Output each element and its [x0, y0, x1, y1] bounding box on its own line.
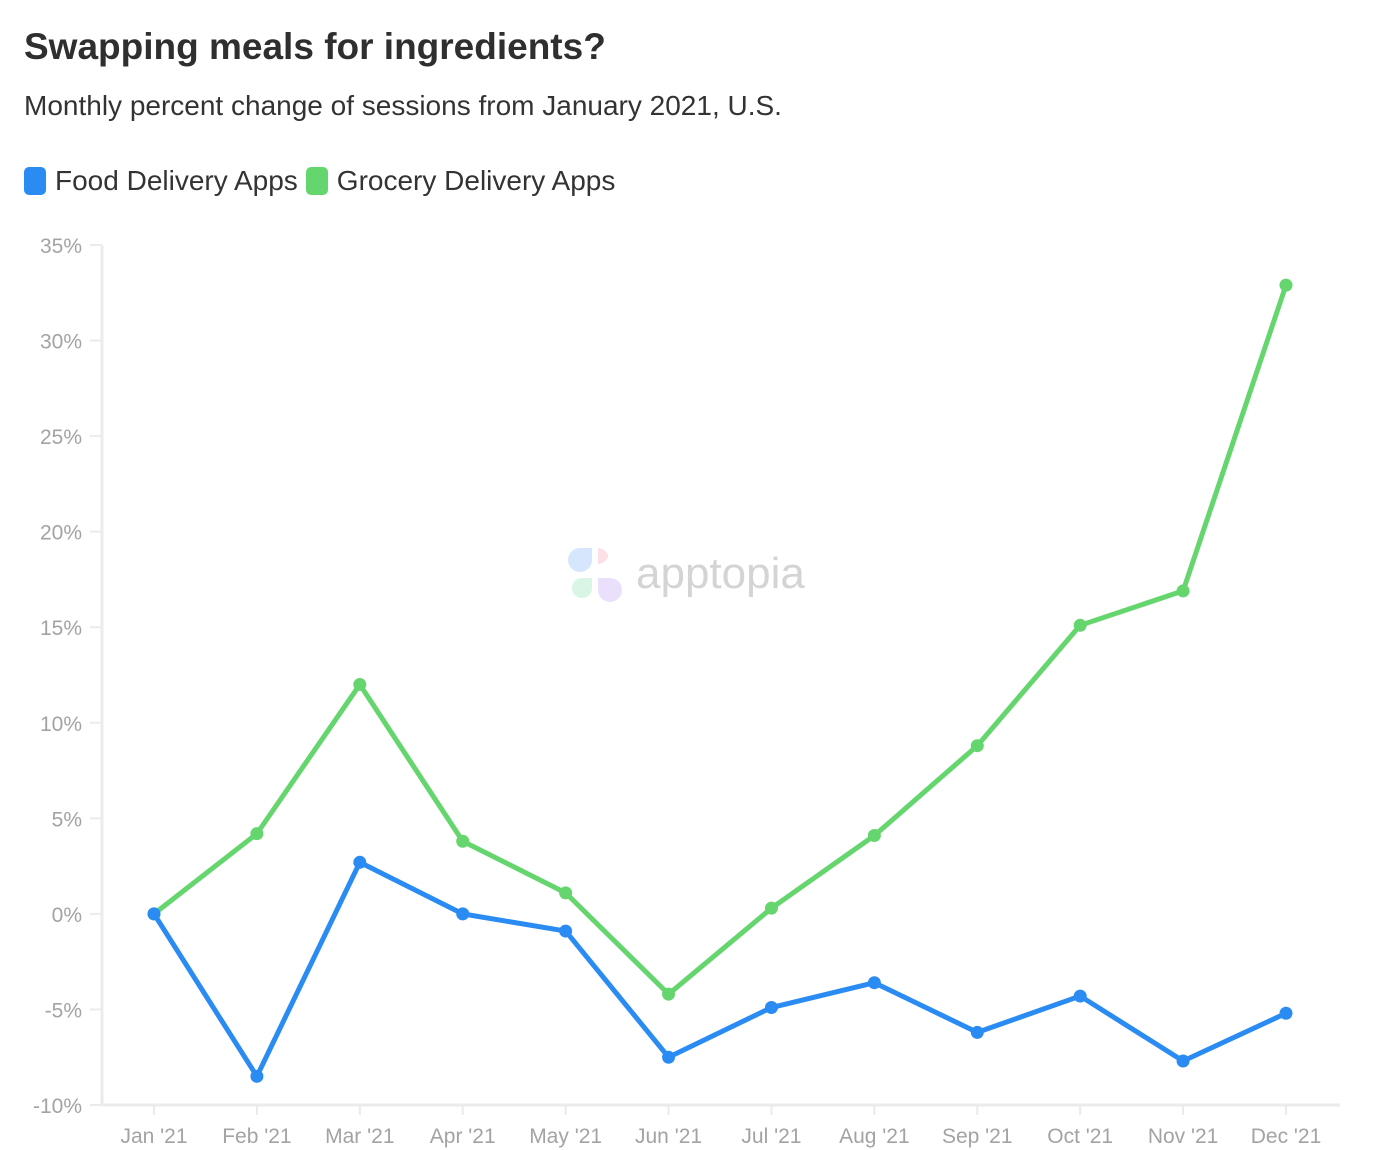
data-point-food	[970, 1025, 984, 1039]
x-tick-label: Sep '21	[942, 1125, 1013, 1148]
x-tick-label: Mar '21	[325, 1125, 394, 1148]
data-point-grocery	[250, 827, 264, 841]
legend-item-grocery[interactable]: Grocery Delivery Apps	[305, 165, 616, 197]
data-point-food	[250, 1069, 264, 1083]
x-tick-label: Jan '21	[120, 1125, 187, 1148]
data-point-grocery	[456, 834, 470, 848]
y-tick-label: 5%	[52, 808, 82, 831]
logo-petal-purple	[598, 578, 622, 602]
y-tick-label: 35%	[40, 235, 82, 258]
legend-label-grocery: Grocery Delivery Apps	[336, 165, 616, 196]
data-point-food	[353, 855, 367, 869]
y-tick-label: -10%	[33, 1095, 82, 1118]
chart-subtitle: Monthly percent change of sessions from …	[24, 90, 782, 121]
data-point-food	[764, 1001, 778, 1015]
x-tick-label: Apr '21	[430, 1125, 496, 1148]
y-tick-label: 30%	[40, 331, 82, 354]
data-point-grocery	[1279, 278, 1293, 292]
data-point-grocery	[1176, 584, 1190, 598]
data-point-food	[662, 1050, 676, 1064]
chart-title: Swapping meals for ingredients?	[24, 26, 606, 67]
data-point-grocery	[559, 886, 573, 900]
series-line-food	[151, 859, 1288, 1079]
y-tick-label: 20%	[40, 522, 82, 545]
data-point-food	[867, 976, 881, 990]
legend: Food Delivery Apps Grocery Delivery Apps	[24, 165, 623, 197]
series-line-grocery	[152, 284, 1289, 997]
data-point-grocery	[662, 987, 676, 1001]
x-tick-label: Feb '21	[222, 1125, 291, 1148]
y-tick-label: 0%	[52, 904, 82, 927]
x-tick-label: Oct '21	[1047, 1125, 1113, 1148]
y-tick-label: 25%	[40, 426, 82, 449]
data-point-grocery	[867, 829, 881, 843]
data-point-grocery	[353, 678, 367, 692]
data-point-food	[1176, 1054, 1190, 1068]
x-tick-label: Dec '21	[1251, 1125, 1322, 1148]
apptopia-watermark-logo: apptopia	[568, 548, 805, 602]
data-point-grocery	[970, 739, 984, 753]
data-point-food	[456, 907, 470, 921]
data-point-food	[147, 907, 161, 921]
y-tick-label: 15%	[40, 617, 82, 640]
watermark-text: apptopia	[636, 549, 805, 598]
legend-swatch-grocery	[305, 167, 328, 195]
legend-label-food: Food Delivery Apps	[55, 165, 298, 196]
x-tick-label: Nov '21	[1148, 1125, 1219, 1148]
legend-swatch-food	[24, 167, 46, 195]
data-point-food	[1073, 989, 1087, 1003]
x-tick-label: Jun '21	[635, 1125, 702, 1148]
x-tick-label: Jul '21	[741, 1125, 801, 1148]
y-tick-label: 10%	[40, 713, 82, 736]
logo-petal-blue	[568, 548, 592, 572]
data-point-grocery	[764, 901, 778, 915]
x-tick-label: Aug '21	[839, 1125, 910, 1148]
data-point-grocery	[1073, 618, 1087, 632]
logo-petal-green	[572, 578, 592, 598]
x-tick-label: May '21	[529, 1125, 602, 1148]
data-point-food	[1279, 1006, 1293, 1020]
data-point-food	[559, 924, 573, 938]
legend-item-food[interactable]: Food Delivery Apps	[24, 165, 298, 197]
y-tick-label: -5%	[45, 999, 82, 1022]
